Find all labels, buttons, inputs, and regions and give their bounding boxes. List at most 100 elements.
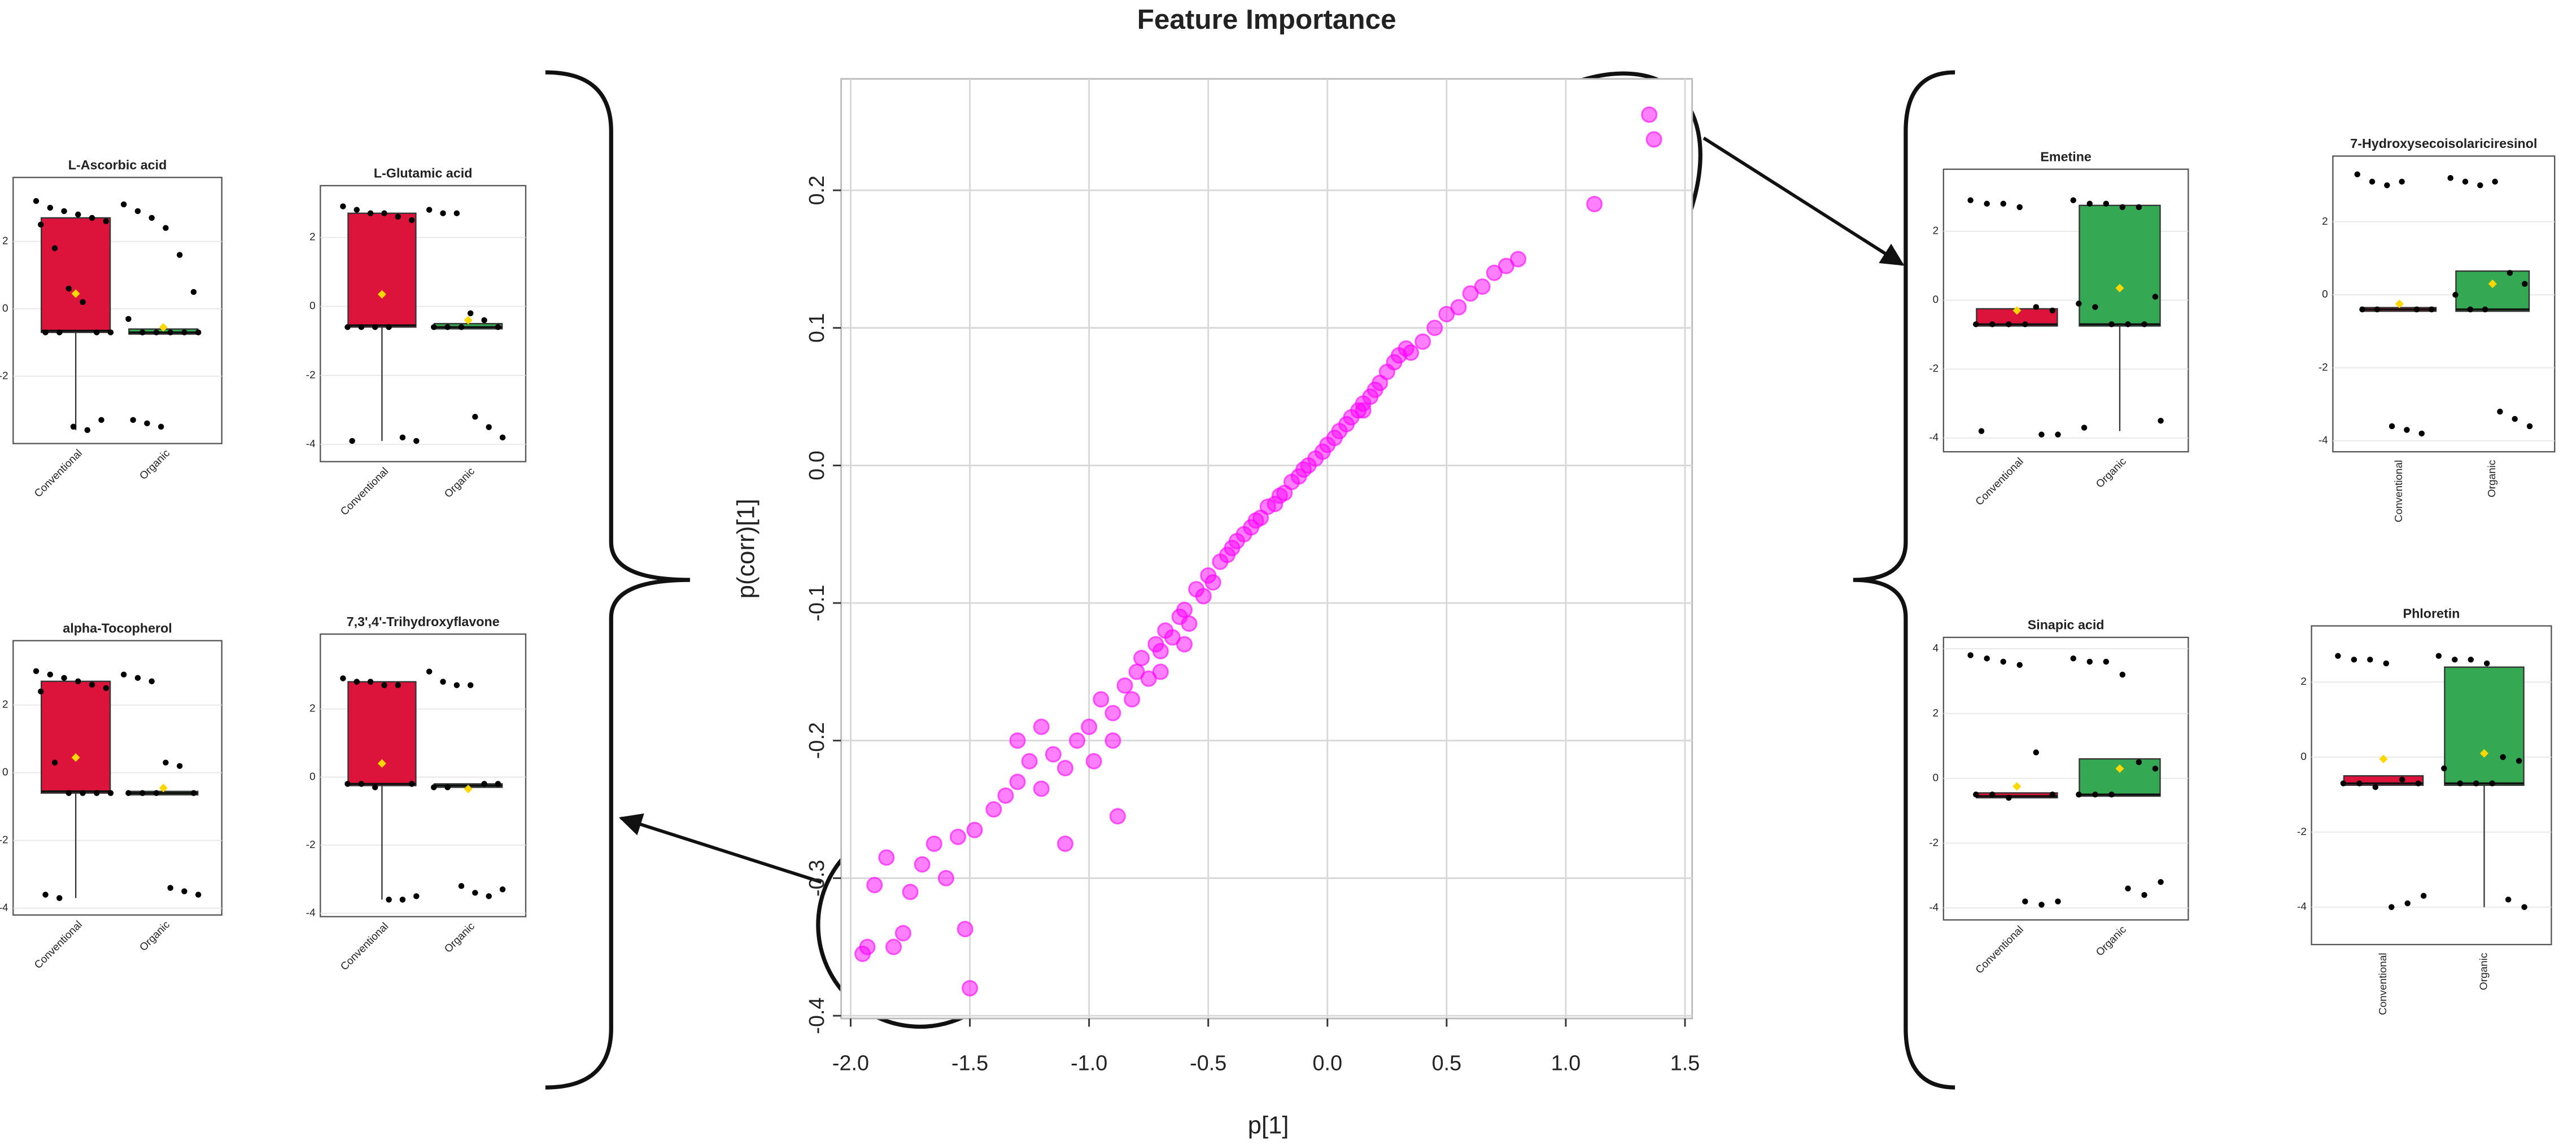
jitter-point: [2092, 792, 2098, 798]
y-tick-label: 2: [2322, 216, 2328, 228]
y-tick-label: 0.1: [805, 313, 829, 343]
point: [1069, 732, 1086, 749]
jitter-point: [2507, 270, 2513, 276]
jitter-point: [98, 417, 104, 423]
x-tick-label: 0.5: [1432, 1051, 1462, 1075]
y-tick-label: 0: [309, 771, 316, 783]
point: [1497, 257, 1514, 274]
jitter-point: [1967, 652, 1974, 658]
jitter-point: [2477, 182, 2483, 189]
point: [859, 938, 876, 955]
point: [1152, 663, 1169, 680]
jitter-point: [2000, 658, 2006, 665]
y-axis-label: p(corr)[1]: [732, 499, 759, 598]
box: [347, 212, 417, 328]
jitter-point: [2420, 893, 2427, 899]
x-tick-label: -0.5: [1190, 1051, 1226, 1075]
jitter-point: [481, 317, 487, 324]
jitter-point: [2399, 178, 2405, 185]
y-tick-label: 2: [1933, 707, 1939, 719]
point: [1510, 251, 1527, 268]
jitter-point: [2158, 879, 2164, 885]
y-tick-label: 2: [309, 703, 316, 715]
jitter-point: [181, 329, 187, 335]
y-tick-label: 2: [2300, 676, 2307, 688]
point: [1009, 773, 1026, 790]
jitter-point: [2418, 430, 2425, 437]
jitter-point: [2354, 171, 2360, 178]
jitter-point: [440, 679, 446, 685]
y-tick-label: -2: [306, 369, 316, 381]
jitter-point: [120, 671, 127, 678]
jitter-point: [353, 207, 360, 213]
point: [1140, 670, 1157, 687]
jitter-point: [2384, 182, 2390, 189]
jitter-point: [2006, 794, 2012, 801]
jitter-point: [472, 890, 478, 896]
jitter-point: [2038, 902, 2045, 908]
jitter-point: [163, 759, 169, 766]
jitter-point: [367, 210, 374, 216]
y-tick-label: 4: [1933, 643, 1939, 654]
y-tick-label: -4: [1929, 902, 1938, 914]
jitter-point: [453, 682, 460, 688]
jitter-point: [70, 423, 77, 430]
point: [1204, 574, 1221, 591]
jitter-point: [176, 763, 183, 769]
jitter-point: [56, 329, 63, 335]
point: [1085, 753, 1102, 770]
y-tick-label: 2: [309, 231, 316, 243]
y-tick-label: -2: [0, 370, 8, 382]
y-tick-label: -2: [1929, 363, 1938, 375]
mean-marker: [2012, 782, 2021, 791]
jitter-point: [33, 668, 40, 674]
point: [914, 856, 931, 873]
jitter-point: [2447, 175, 2453, 181]
point: [894, 925, 911, 942]
jitter-point: [103, 218, 109, 225]
jitter-point: [158, 423, 164, 430]
point: [957, 920, 973, 938]
jitter-point: [499, 886, 506, 893]
mean-marker: [2395, 299, 2404, 308]
point: [1641, 106, 1658, 123]
jitter-point: [2482, 306, 2488, 313]
mean-marker: [159, 784, 168, 793]
point: [1109, 808, 1126, 825]
jitter-point: [1973, 792, 1979, 798]
jitter-point: [2141, 891, 2147, 898]
jitter-point: [103, 685, 109, 691]
jitter-point: [120, 201, 127, 208]
box: [2079, 204, 2161, 327]
jitter-point: [2038, 431, 2045, 438]
jitter-point: [94, 790, 100, 796]
jitter-point: [2505, 897, 2512, 903]
jitter-point: [413, 893, 420, 899]
point: [1195, 588, 1212, 605]
jitter-point: [2033, 304, 2040, 311]
jitter-point: [42, 891, 49, 898]
jitter-point: [42, 329, 49, 335]
box: [40, 217, 111, 333]
point: [1056, 759, 1074, 776]
jitter-point: [2016, 204, 2023, 211]
point: [925, 835, 942, 853]
jitter-point: [2103, 200, 2110, 207]
category-label: Organic: [2478, 953, 2490, 990]
mean-marker: [71, 289, 80, 298]
jitter-point: [2108, 321, 2115, 327]
y-tick-label: -2: [306, 839, 316, 851]
jitter-point: [2404, 900, 2411, 907]
jitter-point: [84, 427, 90, 433]
jitter-point: [399, 897, 406, 903]
point: [1009, 732, 1026, 749]
jitter-point: [408, 217, 415, 224]
x-tick-label: -1.5: [951, 1051, 988, 1075]
point: [1176, 636, 1193, 653]
charts: -2.0 -1.5 -1.0 -0.5 0.0 0.5 1.0 1.5 0.2 0.1 0.0 -0.…: [0, 4, 2556, 1139]
jitter-point: [349, 438, 355, 444]
jitter-point: [2457, 780, 2463, 786]
mean-marker: [2379, 754, 2388, 763]
y-tick-label: 0: [1933, 294, 1939, 306]
y-tick-label: -2: [2319, 361, 2328, 373]
